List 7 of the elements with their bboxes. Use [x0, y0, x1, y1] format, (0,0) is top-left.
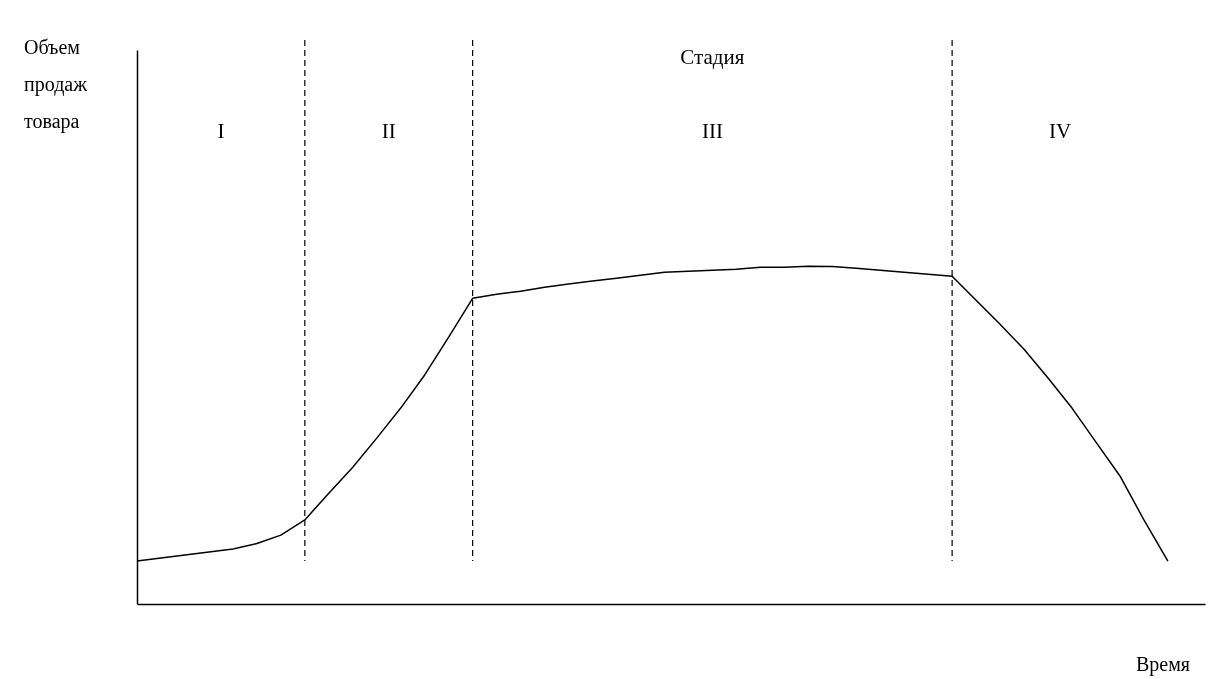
text: III [701, 119, 723, 143]
text: II [381, 119, 396, 143]
text: Стадия [680, 45, 745, 69]
text: I [217, 119, 225, 143]
text: Объем продаж товара [24, 36, 88, 133]
text: IV [1048, 119, 1072, 143]
x-axis-title: Время [1135, 653, 1191, 676]
